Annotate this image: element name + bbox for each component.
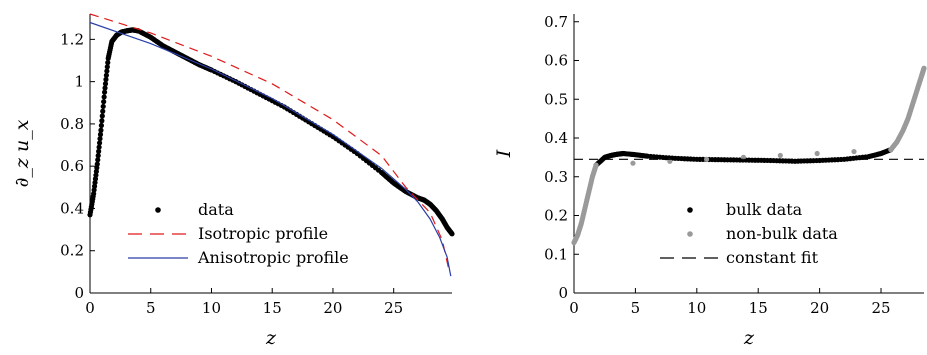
y-tick-label: 1 [74, 73, 84, 91]
data-point [96, 148, 102, 154]
x-tick-label: 10 [202, 299, 221, 317]
legend-label: data [198, 200, 234, 219]
x-tick-label: 0 [569, 299, 579, 317]
data-point [103, 76, 109, 83]
y-tick-label: 0.7 [544, 13, 568, 31]
x-tick-label: 25 [384, 299, 403, 317]
x-tick-label: 0 [85, 299, 95, 317]
data-point [99, 118, 105, 124]
y-tick-label: 0.3 [544, 168, 568, 186]
data-point [98, 122, 104, 129]
legend-label: Anisotropic profile [197, 248, 349, 267]
y-tick-label: 0.6 [544, 52, 568, 70]
x-tick-label: 5 [146, 299, 156, 317]
data-point [104, 64, 110, 70]
data-point [449, 231, 455, 237]
data-point [103, 72, 109, 78]
data-point [96, 140, 103, 146]
x-tick-label: 15 [263, 299, 282, 317]
series-line [89, 13, 449, 268]
data-point [96, 144, 102, 150]
y-tick-label: 1.2 [60, 30, 84, 48]
data-point [99, 113, 105, 119]
series-line [89, 21, 452, 277]
data-point [105, 60, 111, 66]
data-point [104, 68, 110, 74]
data-point [921, 65, 927, 71]
y-tick-label: 0.4 [544, 129, 568, 147]
x-tick-label: 20 [323, 299, 342, 317]
data-point [102, 81, 109, 87]
x-axis-label: z [265, 327, 277, 349]
y-tick-label: 0.5 [544, 90, 568, 108]
x-tick-label: 20 [810, 299, 829, 317]
legend-marker [687, 207, 693, 213]
legend: bulk data non-bulk data constant fit [660, 200, 838, 267]
x-tick-label: 15 [749, 299, 768, 317]
legend-label: constant fit [726, 248, 819, 267]
y-tick-label: 0.6 [60, 157, 84, 175]
y-axis-label: ∂_z u_x [11, 119, 33, 187]
data-point [593, 162, 599, 168]
y-tick-label: 0.2 [60, 242, 84, 260]
legend-marker [155, 207, 161, 213]
legend-label: Isotropic profile [198, 224, 328, 243]
data-point [100, 108, 106, 114]
data-point [95, 153, 101, 159]
data-point [630, 160, 636, 166]
y-tick-label: 0.2 [544, 207, 568, 225]
y-tick-label: 0.8 [60, 115, 84, 133]
x-tick-label: 25 [871, 299, 890, 317]
x-tick-label: 10 [687, 299, 706, 317]
data-point [97, 136, 103, 142]
data-point [777, 152, 783, 159]
data-point [740, 154, 747, 160]
data-point [94, 161, 100, 167]
legend-label: non-bulk data [726, 224, 838, 243]
legend-label: bulk data [726, 200, 803, 219]
y-axis-label: I [493, 149, 515, 158]
y-tick-label: 0.4 [60, 199, 84, 217]
data-point [97, 131, 104, 138]
x-tick-label: 5 [631, 299, 641, 317]
legend-marker [687, 231, 693, 237]
data-point [814, 150, 820, 157]
legend: data Isotropic profile Anisotropic profile [128, 200, 349, 267]
data-point [704, 156, 710, 162]
data-point [95, 157, 101, 163]
data-point [101, 99, 107, 105]
data-point [667, 158, 673, 164]
data-point [100, 103, 106, 110]
data-point [98, 127, 104, 133]
x-axis-label: z [743, 327, 755, 349]
y-tick-label: 0 [558, 284, 568, 302]
data-point [102, 85, 108, 91]
data-point [101, 89, 108, 95]
data-point [101, 94, 107, 100]
y-tick-label: 0.1 [544, 245, 568, 263]
data-point [851, 148, 857, 155]
y-tick-label: 0 [74, 284, 84, 302]
